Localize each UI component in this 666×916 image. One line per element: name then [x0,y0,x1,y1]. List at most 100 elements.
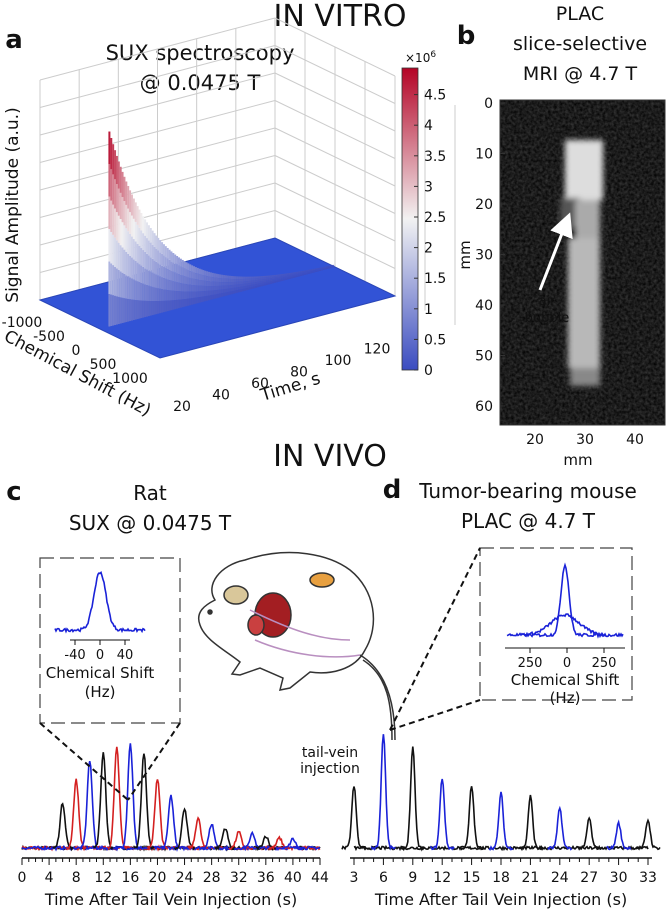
x-tick-label: 4 [45,870,54,886]
colorbar-tick-label: 3 [424,179,433,195]
zoom-line [389,547,481,731]
x-tick-label: 32 [230,870,248,886]
colorbar-tick-label: 4.5 [424,88,446,104]
x-tick-label: 30 [576,432,594,448]
wall-grid [274,72,396,132]
illustration-label: injection [300,761,360,777]
inset-label: (Hz) [550,689,581,707]
shift-tick-label: 500 [90,357,117,373]
wall-grid [39,17,276,81]
axis-label: Signal Amplitude (a.u.) [3,107,23,302]
wall-grid [274,210,396,269]
y-tick-label: 10 [475,147,493,163]
zoom-line [127,722,181,801]
spectrum-peak [429,778,455,851]
shift-tick-label: 1000 [112,371,148,387]
spectrum-peak [106,746,128,850]
time-tick-label: 120 [364,342,391,358]
spectrum-peak [459,786,485,851]
spectrum-peak [547,805,573,851]
wall-grid [274,155,396,214]
colorbar-tick-label: 4 [424,118,433,134]
colorbar [401,67,419,371]
spectrum-peak [282,837,304,850]
x-tick-label: 15 [463,870,481,886]
inset-tick-label: 250 [592,656,617,671]
baseline-trace [353,844,649,852]
annotation: bubble [525,311,570,326]
inset-label: Chemical Shift [511,671,620,689]
wall-grid [39,182,276,246]
panel-label: b [457,21,476,51]
spectrum-peak [518,794,544,851]
spectrum-peak [400,746,426,852]
axis-label: Time After Tail Vein Injection (s) [374,890,627,909]
x-tick-label: 40 [284,870,302,886]
spectrum-peak [576,816,602,851]
x-tick-label: 40 [626,432,644,448]
spectrum-peak [92,752,114,850]
colorbar-tick-label: 0.5 [424,332,446,348]
spectrum-peak [65,778,87,850]
inset-spectrum [524,613,606,638]
mri-image [500,100,665,425]
panel-title: Rat [133,481,167,505]
y-tick-label: 20 [475,197,493,213]
panel-title: Tumor-bearing mouse [418,479,637,503]
section-title: IN VIVO [273,439,387,474]
inset-tick-label: 0 [563,656,571,671]
x-tick-label: 24 [551,870,569,886]
colorbar-tick-label: 1.5 [424,271,446,287]
colorbar-exponent: 6 [430,50,436,60]
shift-tick-label: 0 [72,343,81,359]
section-title: IN VITRO [274,0,407,34]
spectrum-peak [606,819,632,851]
x-tick-label: 16 [121,870,139,886]
panel-title: SUX @ 0.0475 T [69,511,232,535]
annotation-arrow [538,212,573,291]
x-tick-label: 30 [610,870,628,886]
colorbar-tick-label: 2.5 [424,210,446,226]
time-tick-label: 60 [251,376,269,392]
spectrum-peak [488,791,514,851]
x-tick-label: 20 [526,432,544,448]
inset-tick-label: 40 [117,648,134,663]
wall-grid [274,17,396,77]
wall-grid [39,100,276,163]
wall-grid [39,127,276,191]
y-tick-label: 60 [475,399,493,415]
inset-tick-label: 250 [518,656,543,671]
spectrum-peak [52,802,74,852]
x-tick-label: 24 [176,870,194,886]
spectrum-peak [173,807,196,851]
inset-spectrum [54,571,146,634]
wall-grid [274,100,396,159]
shift-tick-label: -500 [33,329,65,345]
wall-grid [274,45,396,104]
illustration-label: tail-vein [302,745,358,761]
wall-grid [39,72,276,136]
x-tick-label: 20 [149,870,167,886]
time-tick-label: 80 [290,365,308,381]
time-tick-label: 40 [212,388,230,404]
x-tick-label: 9 [408,870,417,886]
time-tick-label: 100 [325,353,352,369]
axis-label: mm [456,240,474,269]
y-tick-label: 30 [475,248,493,264]
wall-grid [39,155,276,218]
wall-grid [274,182,396,242]
annotation: air [539,294,557,309]
spectrum-peak [133,753,155,851]
mouse-illustration [198,551,396,741]
panel-label: d [383,475,402,505]
y-tick-label: 40 [475,298,493,314]
wall-grid [39,45,276,108]
x-tick-label: 33 [639,870,657,886]
x-tick-label: 12 [94,870,112,886]
inset-label: (Hz) [85,683,116,701]
x-tick-label: 12 [433,870,451,886]
spectrum-peak [146,779,168,849]
wall-grid [274,127,396,187]
panel-title: PLAC @ 4.7 T [461,509,596,533]
